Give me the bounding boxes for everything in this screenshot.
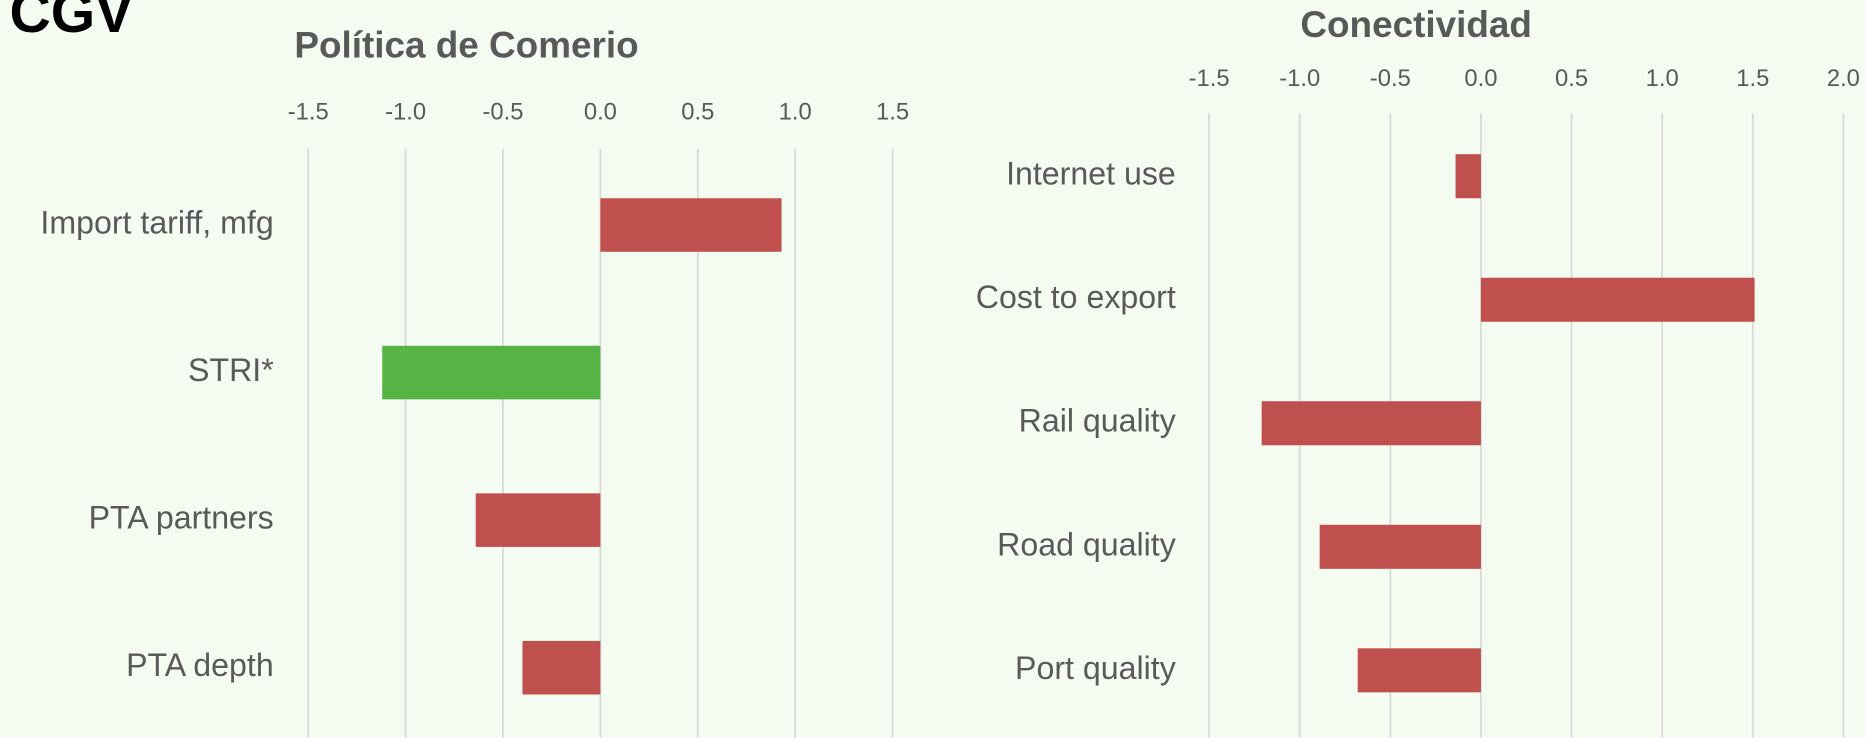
bar [522,640,601,695]
category-label: Cost to export [976,279,1176,315]
x-tick-label: 1.0 [779,98,812,125]
x-tick-label: 1.0 [1646,65,1679,92]
category-label: Import tariff, mfg [40,204,273,240]
x-tick-label: 1.5 [876,98,909,125]
bar [1261,401,1481,446]
bar [1455,154,1481,199]
category-label: STRI* [188,352,274,388]
category-label: Internet use [1006,156,1176,192]
logo: CGV [10,0,134,45]
bar [1480,277,1755,322]
x-tick-label: -1.0 [385,98,426,125]
bar [382,345,601,400]
x-tick-label: -0.5 [482,98,523,125]
chart-title: Conectividad [1300,4,1532,45]
category-label: Rail quality [1019,403,1176,439]
x-tick-label: 0.0 [584,98,617,125]
x-tick-label: 0.5 [1555,65,1588,92]
x-tick-label: -1.0 [1279,65,1320,92]
x-tick-label: -1.5 [288,98,329,125]
x-tick-label: -0.5 [1370,65,1411,92]
bar [475,493,601,547]
chart-title: Política de Comerio [294,24,638,65]
bar [1357,648,1481,693]
category-label: Port quality [1015,650,1176,686]
x-tick-label: 0.5 [681,98,714,125]
x-tick-label: 0.0 [1464,65,1497,92]
category-label: Road quality [997,526,1176,562]
x-tick-label: -1.5 [1189,65,1230,92]
x-tick-label: 1.5 [1736,65,1769,92]
bar [600,198,782,252]
category-label: PTA depth [126,647,274,683]
x-tick-label: 2.0 [1827,65,1860,92]
category-label: PTA partners [89,500,274,536]
bar [1319,524,1481,569]
